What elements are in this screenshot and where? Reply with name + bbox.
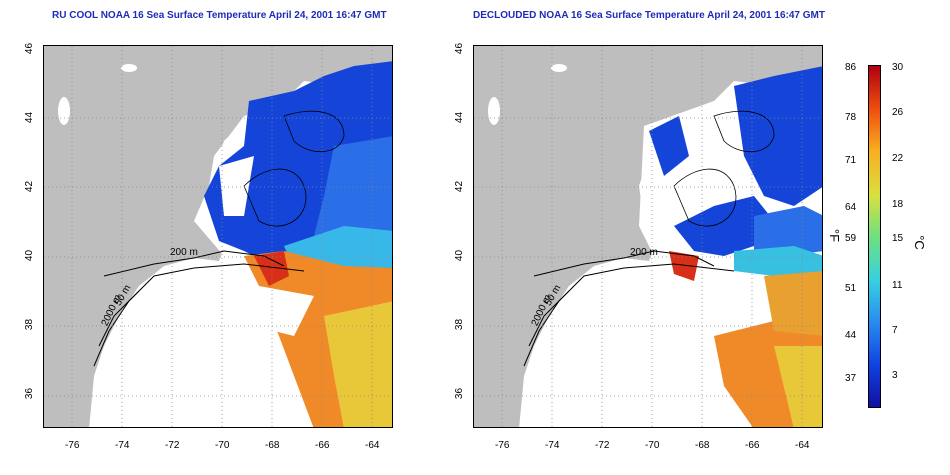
y-tick: 38 — [24, 318, 36, 331]
x-tick: -72 — [165, 440, 180, 451]
colorbar-f-tick: 44 — [845, 330, 857, 341]
x-tick: -76 — [495, 440, 510, 451]
map-panel-raw — [43, 45, 393, 428]
colorbar-c-tick: 7 — [892, 325, 898, 336]
colorbar-c-tick: 22 — [892, 153, 904, 164]
colorbar-f-tick: 78 — [845, 112, 857, 123]
y-tick: 44 — [454, 111, 466, 124]
x-tick: -70 — [645, 440, 660, 451]
y-tick: 40 — [24, 249, 36, 262]
colorbar-c-tick: 30 — [892, 62, 904, 73]
x-tick: -68 — [695, 440, 710, 451]
colorbar-f-tick: 59 — [845, 233, 857, 244]
isobath-label-200: 200 m — [170, 247, 198, 258]
colorbar-c-tick: 26 — [892, 107, 904, 118]
x-tick: -74 — [545, 440, 560, 451]
x-tick: -68 — [265, 440, 280, 451]
title-left: RU COOL NOAA 16 Sea Surface Temperature … — [52, 10, 387, 21]
y-tick: 42 — [454, 180, 466, 193]
colorbar-c-tick: 3 — [892, 370, 898, 381]
colorbar-f-tick: 86 — [845, 62, 857, 73]
sst-map-declouded — [474, 46, 822, 427]
map-panel-declouded — [473, 45, 823, 428]
x-tick: -76 — [65, 440, 80, 451]
isobath-2000 — [93, 263, 305, 367]
colorbar — [868, 65, 881, 408]
title-right: DECLOUDED NOAA 16 Sea Surface Temperatur… — [473, 10, 825, 21]
y-tick: 44 — [24, 111, 36, 124]
x-tick: -72 — [595, 440, 610, 451]
colorbar-f-tick: 37 — [845, 373, 857, 384]
x-tick: -70 — [215, 440, 230, 451]
y-tick: 36 — [454, 387, 466, 400]
colorbar-c-tick: 15 — [892, 233, 904, 244]
colorbar-f-tick: 71 — [845, 155, 857, 166]
isobath-200 — [103, 250, 285, 277]
x-tick: -66 — [745, 440, 760, 451]
y-tick: 38 — [454, 318, 466, 331]
fahrenheit-unit: °F — [827, 228, 843, 243]
x-tick: -74 — [115, 440, 130, 451]
colorbar-c-tick: 18 — [892, 199, 904, 210]
x-tick: -64 — [365, 440, 380, 451]
colorbar-f-tick: 51 — [845, 283, 857, 294]
y-tick: 40 — [454, 249, 466, 262]
y-tick: 46 — [454, 42, 466, 55]
isobath-label-200-right: 200 m — [630, 247, 658, 258]
colorbar-c-tick: 11 — [892, 280, 903, 291]
x-tick: -64 — [795, 440, 810, 451]
x-tick: -66 — [315, 440, 330, 451]
y-tick: 42 — [24, 180, 36, 193]
colorbar-f-tick: 64 — [845, 202, 857, 213]
celsius-unit: °C — [911, 235, 927, 250]
y-tick: 36 — [24, 387, 36, 400]
sst-map-raw — [44, 46, 392, 427]
y-tick: 46 — [24, 42, 36, 55]
